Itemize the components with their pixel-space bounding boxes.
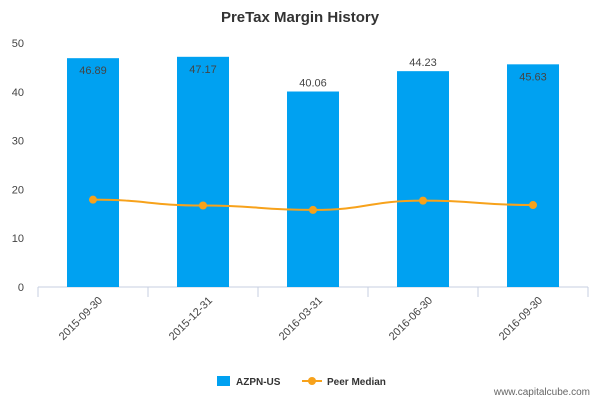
peer-median-point (309, 205, 317, 214)
bar (287, 91, 339, 287)
bar (397, 71, 449, 288)
y-tick-label: 20 (12, 184, 24, 196)
y-tick-label: 0 (18, 282, 24, 294)
x-tick-label: 2015-09-30 (57, 295, 105, 343)
bar-data-label: 40.06 (299, 78, 327, 90)
watermark: www.capitalcube.com (493, 387, 590, 398)
x-tick-label: 2016-06-30 (387, 295, 435, 343)
peer-median-point (89, 195, 97, 204)
x-tick-label: 2015-12-31 (167, 295, 215, 343)
data-labels: 46.89 47.17 40.06 44.23 45.63 (79, 57, 547, 89)
x-tick-label: 2016-09-30 (497, 295, 545, 343)
bar (67, 58, 119, 287)
y-tick-label: 40 (12, 87, 24, 99)
legend-swatch-marker (308, 377, 316, 385)
chart-title: PreTax Margin History (221, 9, 380, 26)
bar (507, 64, 559, 288)
bar (177, 56, 229, 288)
y-axis: 0 10 20 30 40 50 (12, 38, 24, 294)
peer-median-point (199, 201, 207, 210)
legend-label-bar: AZPN-US (236, 377, 281, 388)
y-tick-label: 50 (12, 38, 24, 50)
legend: AZPN-US Peer Median (217, 376, 386, 388)
bar-data-label: 46.89 (79, 65, 107, 77)
legend-label-line: Peer Median (327, 377, 386, 388)
line-series (89, 195, 537, 214)
bar-data-label: 47.17 (189, 64, 217, 76)
y-tick-label: 30 (12, 136, 24, 148)
bar-series (67, 56, 559, 288)
legend-swatch-bar (217, 376, 230, 386)
peer-median-point (419, 196, 427, 205)
bar-data-label: 44.23 (409, 57, 437, 69)
peer-median-point (529, 201, 537, 210)
x-axis: 2015-09-30 2015-12-31 2016-03-31 2016-06-30… (37, 286, 589, 343)
y-tick-label: 10 (12, 233, 24, 245)
bar-data-label: 45.63 (519, 71, 547, 83)
x-tick-label: 2016-03-31 (277, 295, 325, 343)
